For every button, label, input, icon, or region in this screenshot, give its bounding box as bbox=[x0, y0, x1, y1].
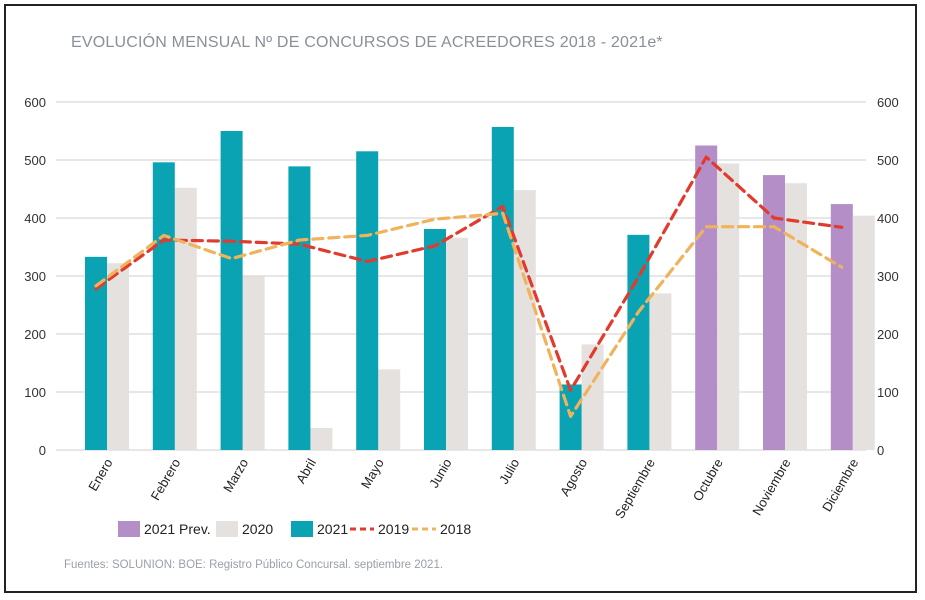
bar-2021-prev--noviembre bbox=[763, 175, 785, 450]
bar-2020-marzo bbox=[242, 276, 265, 450]
y-tick-label-left: 300 bbox=[24, 269, 46, 284]
chart-title: EVOLUCIÓN MENSUAL Nº DE CONCURSOS DE ACR… bbox=[71, 34, 663, 51]
bar-2020-septiembre bbox=[649, 293, 672, 450]
x-tick-label: Abril bbox=[293, 456, 319, 486]
bar-2021-prev--octubre bbox=[695, 145, 718, 450]
legend-label-2019: 2019 bbox=[378, 521, 409, 537]
bar-2021-mayo bbox=[356, 151, 379, 451]
bar-2020-diciembre bbox=[852, 215, 875, 450]
legend-swatch-2020 bbox=[216, 521, 238, 537]
legend-label-2018: 2018 bbox=[440, 521, 471, 537]
bar-2021-febrero bbox=[152, 162, 175, 450]
x-tick-label: Febrero bbox=[148, 456, 184, 503]
x-tick-label: Agosto bbox=[557, 456, 590, 499]
bar-2021-abril bbox=[288, 166, 311, 450]
legend-label-2021-prev-: 2021 Prev. bbox=[144, 521, 211, 537]
legend-swatch-2021-prev- bbox=[118, 521, 140, 537]
bar-2020-enero bbox=[107, 263, 129, 450]
bar-2020-febrero bbox=[174, 187, 197, 450]
legend-label-2020: 2020 bbox=[242, 521, 273, 537]
bar-2020-octubre bbox=[717, 163, 740, 451]
y-tick-label-left: 200 bbox=[24, 327, 46, 342]
x-tick-label: Marzo bbox=[220, 456, 251, 495]
x-tick-label: Septiembre bbox=[612, 456, 658, 521]
x-tick-label: Diciembre bbox=[819, 456, 861, 514]
bar-2020-abril bbox=[310, 427, 333, 450]
x-tick-label: Mayo bbox=[358, 456, 387, 491]
y-tick-label-left: 400 bbox=[24, 211, 46, 226]
bar-2020-mayo bbox=[378, 369, 401, 450]
bar-2021-junio bbox=[424, 229, 446, 450]
y-tick-label-left: 0 bbox=[39, 443, 46, 458]
x-tick-label: Julio bbox=[496, 456, 522, 487]
source-note: Fuentes: SOLUNION: BOE: Registro Público… bbox=[64, 559, 444, 571]
y-tick-label-right: 0 bbox=[877, 443, 884, 458]
bar-2021-enero bbox=[85, 256, 107, 450]
line-series-2019 bbox=[94, 155, 844, 392]
bar-2021-septiembre bbox=[627, 234, 650, 450]
x-tick-label: Enero bbox=[85, 456, 115, 494]
x-tick-label: Octubre bbox=[690, 456, 726, 504]
y-tick-label-left: 100 bbox=[24, 385, 46, 400]
bar-2021-julio bbox=[491, 126, 514, 450]
y-tick-label-right: 100 bbox=[877, 385, 899, 400]
line-series-2018 bbox=[94, 211, 844, 418]
y-tick-label-right: 400 bbox=[877, 211, 899, 226]
y-tick-label-right: 600 bbox=[877, 95, 899, 110]
bar-2020-noviembre bbox=[785, 183, 807, 450]
legend-label-2021: 2021 bbox=[317, 521, 348, 537]
bar-2020-julio bbox=[513, 190, 536, 450]
y-tick-label-left: 500 bbox=[24, 153, 46, 168]
bar-2021-prev--diciembre bbox=[830, 204, 853, 450]
y-tick-label-right: 300 bbox=[877, 269, 899, 284]
y-tick-label-right: 200 bbox=[877, 327, 899, 342]
y-tick-label-left: 600 bbox=[24, 95, 46, 110]
bar-2020-junio bbox=[446, 237, 468, 450]
x-tick-label: Noviembre bbox=[749, 456, 793, 518]
bar-2020-agosto bbox=[581, 344, 604, 450]
legend-swatch-2021 bbox=[291, 521, 313, 537]
y-tick-label-right: 500 bbox=[877, 153, 899, 168]
x-tick-label: Junio bbox=[426, 456, 455, 490]
bar-2021-marzo bbox=[220, 131, 243, 450]
